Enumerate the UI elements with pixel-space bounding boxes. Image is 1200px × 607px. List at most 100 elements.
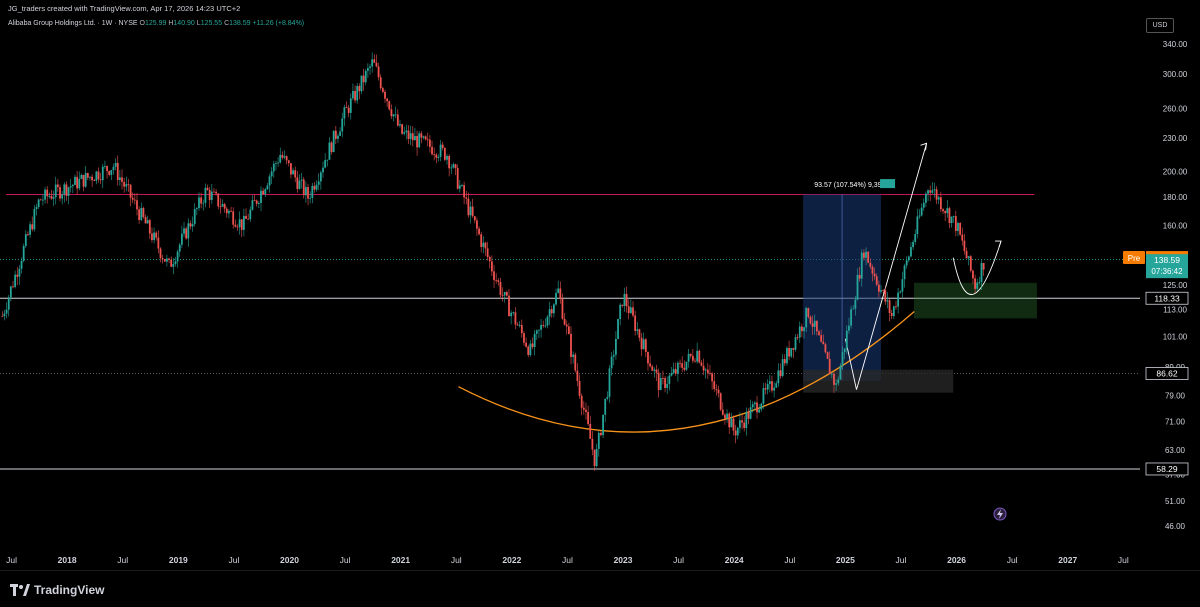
- candle-body: [871, 266, 874, 274]
- candle-body: [362, 75, 365, 83]
- candle-body: [858, 274, 861, 279]
- y-tick-label: 160.00: [1163, 222, 1188, 231]
- y-tick-label: 101.00: [1163, 332, 1188, 341]
- x-tick-label: 2026: [947, 555, 966, 565]
- candle-body: [925, 193, 927, 203]
- candle-body: [649, 363, 652, 367]
- candle-body: [84, 173, 87, 187]
- candle-body: [886, 300, 889, 302]
- x-tick-label: Jul: [340, 555, 351, 565]
- candle-body: [461, 185, 463, 186]
- candle-body: [360, 75, 363, 92]
- candle-body: [850, 309, 852, 326]
- candle-body: [561, 298, 564, 319]
- candle-body: [200, 197, 203, 204]
- candle-body: [270, 171, 273, 177]
- x-tick-label: Jul: [6, 555, 17, 565]
- candle-body: [781, 359, 784, 377]
- candle-body: [835, 383, 838, 385]
- candle-body: [14, 274, 17, 287]
- level-price-label: 118.33: [1154, 293, 1180, 303]
- candle-body: [185, 228, 188, 239]
- candle-body: [758, 409, 761, 413]
- candle-body: [555, 292, 557, 305]
- candle-body: [863, 252, 865, 258]
- candle-body: [585, 409, 587, 412]
- candle-body: [931, 190, 934, 193]
- candle-body: [352, 90, 354, 99]
- candle-body: [788, 347, 790, 357]
- candle-body: [234, 224, 237, 227]
- candle-body: [202, 202, 205, 204]
- candle-body: [242, 215, 245, 230]
- candle-body: [574, 354, 577, 371]
- candle-body: [416, 135, 418, 148]
- candle-body: [230, 210, 232, 212]
- candle-body: [677, 362, 679, 374]
- candle-body: [315, 184, 318, 190]
- candle-body: [815, 320, 818, 332]
- candle-body: [420, 133, 423, 138]
- candle-body: [685, 361, 688, 370]
- candle-body: [82, 174, 85, 187]
- candle-body: [811, 323, 814, 327]
- candle-body: [627, 306, 630, 314]
- candle-body: [232, 211, 235, 225]
- low-label: L: [196, 20, 201, 27]
- candle-body: [253, 200, 256, 202]
- candle-body: [478, 228, 480, 235]
- candle-body: [373, 59, 376, 63]
- candle-body: [193, 209, 196, 225]
- candle-body: [110, 170, 113, 175]
- candle-body: [3, 313, 6, 317]
- candle-body: [159, 248, 162, 259]
- candle-body: [728, 413, 731, 428]
- candle-body: [497, 280, 500, 283]
- candle-body: [907, 256, 910, 261]
- candle-body: [364, 70, 367, 83]
- tradingview-logo[interactable]: TradingView: [10, 583, 104, 597]
- candle-body: [418, 133, 421, 148]
- candle-body: [578, 381, 581, 396]
- candle-body: [399, 124, 401, 126]
- candle-body: [217, 193, 220, 207]
- candle-body: [557, 288, 560, 293]
- candle-body: [856, 274, 859, 300]
- candle-body: [822, 341, 825, 345]
- candle-body: [698, 350, 701, 363]
- candle-body: [448, 156, 451, 169]
- candle-body: [104, 166, 106, 167]
- candle-body: [659, 378, 662, 390]
- candle-body: [31, 224, 34, 230]
- candle-body: [777, 370, 780, 384]
- y-tick-label: 200.00: [1163, 168, 1188, 177]
- candle-body: [471, 206, 474, 217]
- currency-button[interactable]: USD: [1146, 18, 1174, 33]
- candle-body: [285, 156, 288, 161]
- candle-body: [565, 324, 568, 327]
- x-tick-label: 2023: [614, 555, 633, 565]
- candle-body: [820, 335, 823, 342]
- candle-body: [67, 187, 70, 196]
- candle-body: [612, 354, 615, 357]
- candle-body: [488, 256, 491, 262]
- candle-body: [623, 293, 626, 306]
- candle-body: [281, 154, 284, 158]
- candle-body: [786, 347, 788, 364]
- candle-body: [687, 353, 690, 362]
- candle-body: [963, 240, 966, 251]
- candle-body: [860, 252, 863, 279]
- x-tick-label: Jul: [117, 555, 128, 565]
- price-chart[interactable]: 93.57 (107.54%) 9,397 340.00 300.00 260.00…: [0, 0, 1200, 570]
- candle-body: [927, 190, 929, 194]
- candle-body: [9, 286, 12, 298]
- candle-body: [260, 190, 262, 203]
- symbol-name[interactable]: Alibaba Group Holdings Ltd. · 1W · NYSE: [8, 20, 138, 27]
- candle-body: [298, 180, 301, 189]
- x-tick-label: 2020: [280, 555, 299, 565]
- candle-body: [546, 316, 549, 326]
- candle-body: [570, 333, 572, 357]
- candle-body: [255, 200, 258, 204]
- change-value: +11.26 (+8.84%): [252, 20, 305, 27]
- candle-body: [317, 181, 320, 185]
